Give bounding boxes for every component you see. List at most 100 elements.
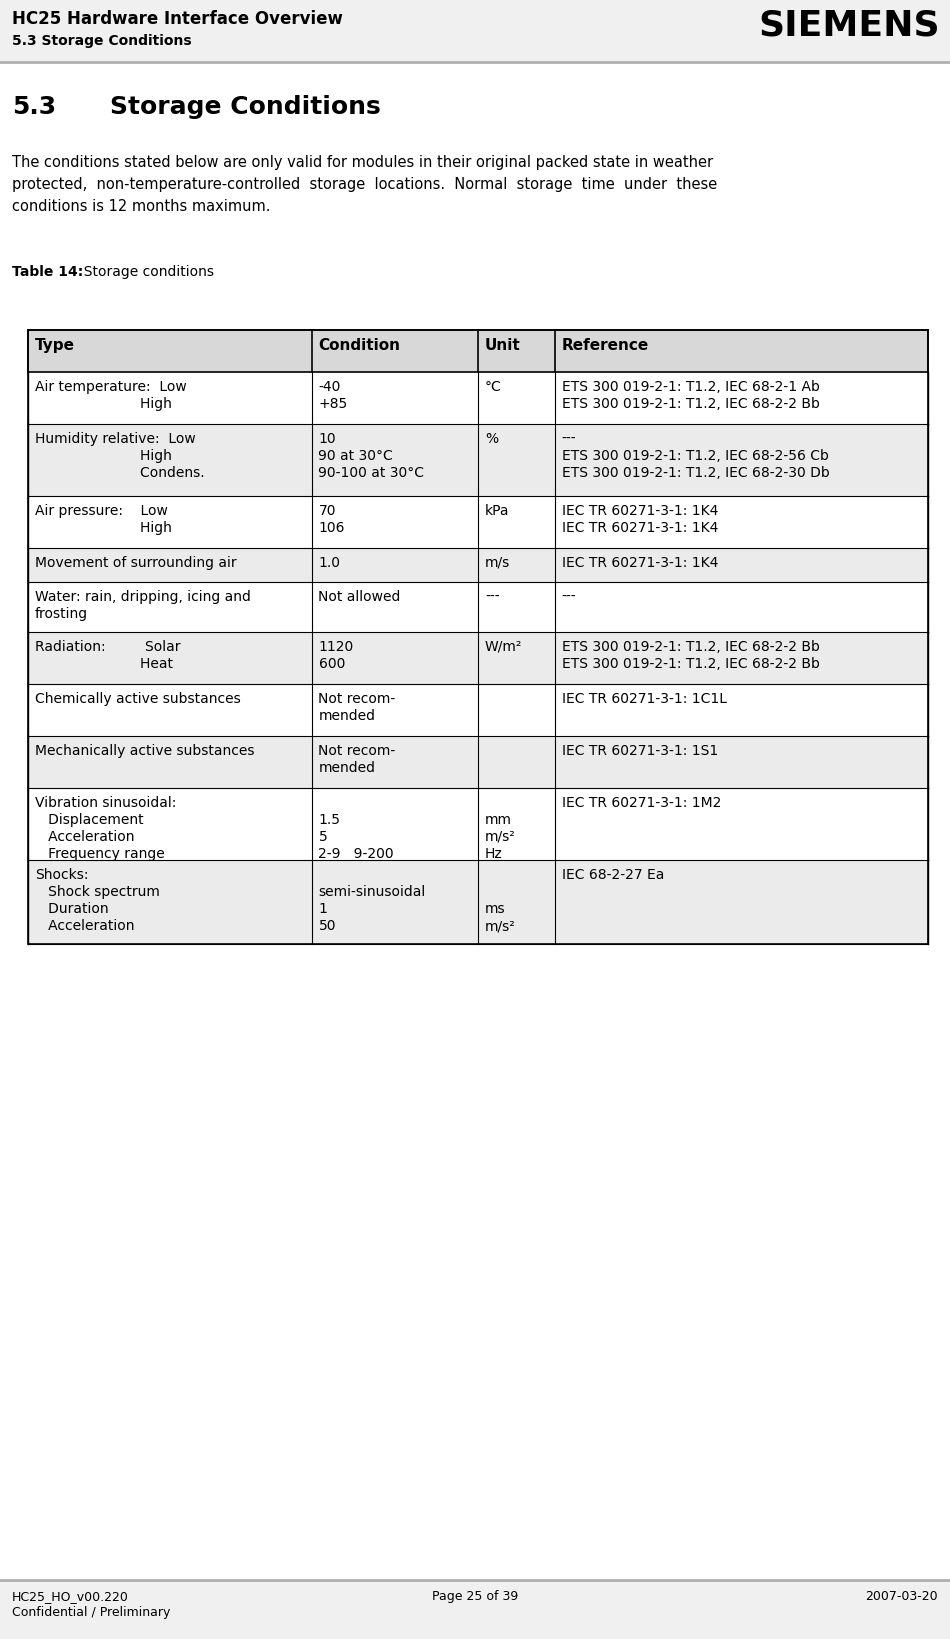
Bar (28, 329, 928, 372)
Text: Heat: Heat (35, 657, 173, 670)
Text: High: High (35, 397, 172, 411)
Bar (0, 1580, 950, 1639)
Text: Not allowed: Not allowed (318, 590, 401, 605)
Text: Hz: Hz (485, 847, 503, 860)
Text: %: % (485, 433, 498, 446)
Bar (28, 736, 928, 788)
Text: IEC TR 60271-3-1: 1C1L: IEC TR 60271-3-1: 1C1L (561, 692, 727, 706)
Text: m/s²: m/s² (485, 829, 516, 844)
Bar (28, 683, 928, 736)
Text: frosting: frosting (35, 606, 88, 621)
Text: 90-100 at 30°C: 90-100 at 30°C (318, 465, 425, 480)
Text: Confidential / Preliminary: Confidential / Preliminary (12, 1606, 170, 1619)
Text: 10: 10 (318, 433, 336, 446)
Text: kPa: kPa (485, 505, 509, 518)
Text: 5.3: 5.3 (12, 95, 56, 120)
Text: ETS 300 019-2-1: T1.2, IEC 68-2-2 Bb: ETS 300 019-2-1: T1.2, IEC 68-2-2 Bb (561, 397, 819, 411)
Text: 2007-03-20: 2007-03-20 (865, 1590, 938, 1603)
Text: Duration: Duration (35, 901, 108, 916)
Text: Shock spectrum: Shock spectrum (35, 885, 160, 900)
Text: Radiation:         Solar: Radiation: Solar (35, 639, 180, 654)
Bar (28, 788, 928, 860)
Text: ETS 300 019-2-1: T1.2, IEC 68-2-56 Cb: ETS 300 019-2-1: T1.2, IEC 68-2-56 Cb (561, 449, 828, 462)
Text: semi-sinusoidal: semi-sinusoidal (318, 885, 426, 900)
Bar (28, 497, 928, 547)
Text: conditions is 12 months maximum.: conditions is 12 months maximum. (12, 198, 271, 215)
Text: HC25_HO_v00.220: HC25_HO_v00.220 (12, 1590, 129, 1603)
Text: 106: 106 (318, 521, 345, 534)
Text: IEC 68-2-27 Ea: IEC 68-2-27 Ea (561, 869, 664, 882)
Bar (28, 633, 928, 683)
Text: ETS 300 019-2-1: T1.2, IEC 68-2-2 Bb: ETS 300 019-2-1: T1.2, IEC 68-2-2 Bb (561, 657, 819, 670)
Text: IEC TR 60271-3-1: 1S1: IEC TR 60271-3-1: 1S1 (561, 744, 718, 757)
Text: ---: --- (561, 433, 576, 446)
Text: mended: mended (318, 760, 375, 775)
Text: Condition: Condition (318, 338, 401, 352)
Bar (28, 547, 928, 582)
Bar (28, 582, 928, 633)
Text: ETS 300 019-2-1: T1.2, IEC 68-2-2 Bb: ETS 300 019-2-1: T1.2, IEC 68-2-2 Bb (561, 639, 819, 654)
Text: 2-9   9-200: 2-9 9-200 (318, 847, 394, 860)
Text: 1120: 1120 (318, 639, 353, 654)
Text: Not recom-: Not recom- (318, 744, 396, 757)
Text: 70: 70 (318, 505, 336, 518)
Text: 50: 50 (318, 919, 336, 933)
Text: ---: --- (561, 590, 576, 605)
Text: 5.3 Storage Conditions: 5.3 Storage Conditions (12, 34, 192, 48)
Text: IEC TR 60271-3-1: 1M2: IEC TR 60271-3-1: 1M2 (561, 797, 721, 810)
Text: IEC TR 60271-3-1: 1K4: IEC TR 60271-3-1: 1K4 (561, 505, 718, 518)
Text: Storage Conditions: Storage Conditions (110, 95, 381, 120)
Text: High: High (35, 521, 172, 534)
Text: m/s: m/s (485, 556, 510, 570)
Text: Displacement: Displacement (35, 813, 143, 828)
Text: IEC TR 60271-3-1: 1K4: IEC TR 60271-3-1: 1K4 (561, 556, 718, 570)
Text: 1.5: 1.5 (318, 813, 340, 828)
Text: Reference: Reference (561, 338, 649, 352)
Text: mended: mended (318, 710, 375, 723)
Text: Table 14:: Table 14: (12, 266, 84, 279)
Text: ETS 300 019-2-1: T1.2, IEC 68-2-30 Db: ETS 300 019-2-1: T1.2, IEC 68-2-30 Db (561, 465, 829, 480)
Text: High: High (35, 449, 172, 462)
Text: Acceleration: Acceleration (35, 919, 135, 933)
Text: °C: °C (485, 380, 502, 393)
Text: ETS 300 019-2-1: T1.2, IEC 68-2-1 Ab: ETS 300 019-2-1: T1.2, IEC 68-2-1 Ab (561, 380, 819, 393)
Text: ms: ms (485, 901, 505, 916)
Text: Movement of surrounding air: Movement of surrounding air (35, 556, 237, 570)
Bar (28, 425, 928, 497)
Text: Water: rain, dripping, icing and: Water: rain, dripping, icing and (35, 590, 251, 605)
Text: Condens.: Condens. (35, 465, 204, 480)
Text: Type: Type (35, 338, 75, 352)
Text: Storage conditions: Storage conditions (75, 266, 214, 279)
Text: +85: +85 (318, 397, 348, 411)
Text: Frequency range: Frequency range (35, 847, 164, 860)
Text: IEC TR 60271-3-1: 1K4: IEC TR 60271-3-1: 1K4 (561, 521, 718, 534)
Text: ---: --- (485, 590, 500, 605)
Text: 5: 5 (318, 829, 327, 844)
Text: Acceleration: Acceleration (35, 829, 135, 844)
Bar (28, 860, 928, 944)
Text: 90 at 30°C: 90 at 30°C (318, 449, 393, 462)
Text: Air temperature:  Low: Air temperature: Low (35, 380, 187, 393)
Text: Air pressure:    Low: Air pressure: Low (35, 505, 168, 518)
Text: 1.0: 1.0 (318, 556, 340, 570)
Text: The conditions stated below are only valid for modules in their original packed : The conditions stated below are only val… (12, 156, 713, 170)
Text: Shocks:: Shocks: (35, 869, 88, 882)
Bar (28, 372, 928, 425)
Text: m/s²: m/s² (485, 919, 516, 933)
Text: 1: 1 (318, 901, 328, 916)
Text: SIEMENS: SIEMENS (758, 8, 940, 43)
Bar (0, 0, 950, 62)
Text: mm: mm (485, 813, 512, 828)
Bar (28, 329, 928, 944)
Text: Vibration sinusoidal:: Vibration sinusoidal: (35, 797, 177, 810)
Text: W/m²: W/m² (485, 639, 522, 654)
Text: -40: -40 (318, 380, 341, 393)
Text: HC25 Hardware Interface Overview: HC25 Hardware Interface Overview (12, 10, 343, 28)
Text: Humidity relative:  Low: Humidity relative: Low (35, 433, 196, 446)
Text: Not recom-: Not recom- (318, 692, 396, 706)
Text: protected,  non-temperature-controlled  storage  locations.  Normal  storage  ti: protected, non-temperature-controlled st… (12, 177, 717, 192)
Text: 600: 600 (318, 657, 345, 670)
Text: Mechanically active substances: Mechanically active substances (35, 744, 255, 757)
Text: Unit: Unit (485, 338, 521, 352)
Text: Chemically active substances: Chemically active substances (35, 692, 240, 706)
